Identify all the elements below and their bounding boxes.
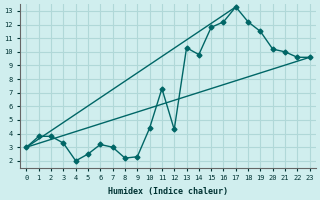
X-axis label: Humidex (Indice chaleur): Humidex (Indice chaleur) bbox=[108, 187, 228, 196]
